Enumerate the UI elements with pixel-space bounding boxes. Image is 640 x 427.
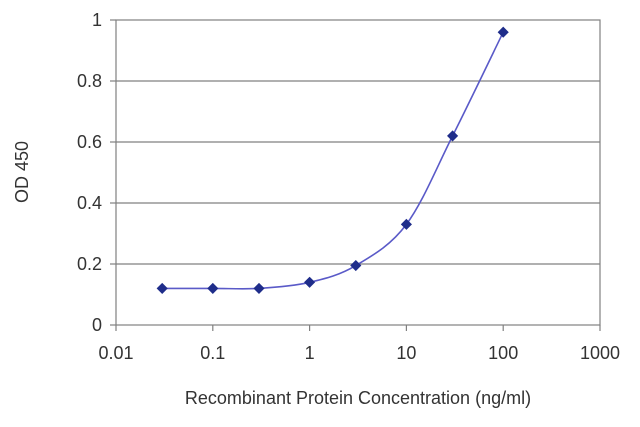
grid-lines — [116, 80, 600, 265]
data-point-marker — [400, 218, 412, 230]
axes: 0 0.2 0.4 0.6 0.8 1 0.01 0.1 1 10 100 1000 — [77, 10, 620, 363]
x-tick-label: 1000 — [580, 343, 620, 363]
data-point-marker — [253, 282, 265, 294]
y-tick-label: 1 — [92, 10, 102, 30]
y-tick-label: 0.8 — [77, 71, 102, 91]
series-line — [162, 31, 504, 290]
y-tick-label: 0 — [92, 315, 102, 335]
plot-area-frame — [115, 19, 601, 326]
data-series — [156, 26, 509, 294]
data-point-marker — [304, 276, 316, 288]
data-point-marker — [207, 282, 219, 294]
y-tick-label: 0.6 — [77, 132, 102, 152]
x-axis-title: Recombinant Protein Concentration (ng/ml… — [185, 388, 531, 408]
data-point-marker — [447, 130, 459, 142]
y-tick-label: 0.4 — [77, 193, 102, 213]
data-point-marker — [156, 282, 168, 294]
x-tick-label: 10 — [396, 343, 416, 363]
x-tick-label: 0.01 — [98, 343, 133, 363]
y-axis-title: OD 450 — [12, 141, 32, 203]
x-tick-label: 0.1 — [200, 343, 225, 363]
data-point-marker — [350, 259, 362, 272]
y-tick-label: 0.2 — [77, 254, 102, 274]
data-point-marker — [497, 26, 509, 38]
x-tick-label: 100 — [488, 343, 518, 363]
x-tick-label: 1 — [305, 343, 315, 363]
